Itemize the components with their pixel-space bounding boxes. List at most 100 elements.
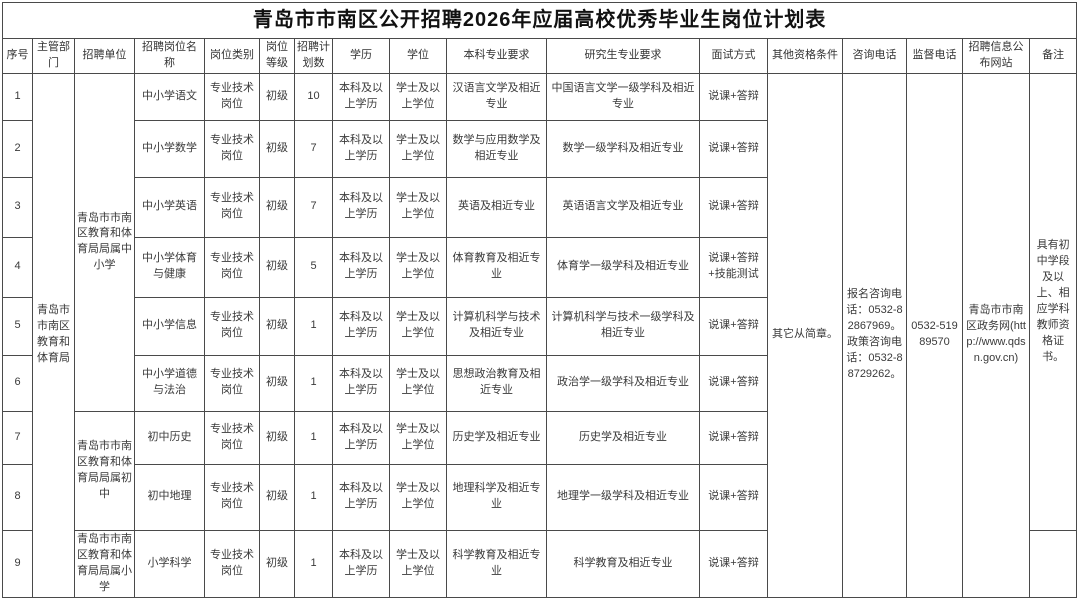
cell-bachelor-major: 科学教育及相近专业 [446,529,547,598]
cell-remarks: 具有初中学段及以上、相应学科教师资格证书。 [1028,72,1078,531]
cell-post-name: 中小学数学 [134,119,205,178]
cell-post-name: 中小学体育与健康 [134,236,205,298]
cell-education: 本科及以上学历 [332,72,390,121]
cell-post-category: 专业技术岗位 [204,529,260,598]
cell-index: 2 [2,119,33,178]
cell-post-level: 初级 [259,354,295,412]
cell-degree: 学士及以上学位 [389,463,447,531]
cell-interview: 说课+答辩 [699,410,768,465]
cell-education: 本科及以上学历 [332,410,390,465]
cell-other-qualifications: 其它从简章。 [767,72,843,598]
cell-graduate-major: 政治学一级学科及相近专业 [546,354,700,412]
cell-consult-phone: 报名咨询电话：0532-82867969。政策咨询电话：0532-8872926… [842,72,907,598]
cell-degree: 学士及以上学位 [389,72,447,121]
cell-graduate-major: 历史学及相近专业 [546,410,700,465]
col-header-post-category: 岗位类别 [204,38,260,74]
cell-post-name: 小学科学 [134,529,205,598]
recruitment-plan-table: 青岛市市南区公开招聘2026年应届高校优秀毕业生岗位计划表 序号 主管部门 招聘… [1,2,1078,598]
cell-degree: 学士及以上学位 [389,410,447,465]
cell-post-name: 初中地理 [134,463,205,531]
cell-education: 本科及以上学历 [332,236,390,298]
col-header-consult-phone: 咨询电话 [842,38,907,74]
cell-post-category: 专业技术岗位 [204,176,260,238]
cell-bachelor-major: 历史学及相近专业 [446,410,547,465]
cell-interview: 说课+答辩 [699,176,768,238]
page-title: 青岛市市南区公开招聘2026年应届高校优秀毕业生岗位计划表 [1,2,1078,39]
col-header-other-qualifications: 其他资格条件 [767,38,843,74]
table-row: 9 青岛市市南区教育和体育局局属小学 小学科学 专业技术岗位 初级 1 本科及以… [2,529,1078,598]
cell-post-category: 专业技术岗位 [204,463,260,531]
cell-interview: 说课+答辩 [699,463,768,531]
cell-post-category: 专业技术岗位 [204,354,260,412]
cell-index: 4 [2,236,33,298]
cell-index: 1 [2,72,33,121]
cell-graduate-major: 数学一级学科及相近专业 [546,119,700,178]
cell-education: 本科及以上学历 [332,463,390,531]
cell-interview: 说课+答辩 [699,354,768,412]
cell-interview: 说课+答辩 [699,296,768,356]
cell-index: 5 [2,296,33,356]
col-header-post-name: 招聘岗位名称 [134,38,205,74]
table-row: 3 中小学英语 专业技术岗位 初级 7 本科及以上学历 学士及以上学位 英语及相… [2,176,1077,238]
cell-employer-junior: 青岛市市南区教育和体育局局属初中 [74,410,135,531]
cell-plan-count: 1 [294,529,333,598]
cell-interview: 说课+答辩+技能测试 [699,236,768,298]
cell-plan-count: 1 [294,410,333,465]
cell-plan-count: 10 [294,72,333,121]
cell-post-name: 中小学英语 [134,176,205,238]
cell-post-name: 中小学信息 [134,296,205,356]
col-header-department: 主管部门 [32,38,75,74]
cell-department: 青岛市市南区教育和体育局 [32,72,75,598]
col-header-education: 学历 [332,38,390,74]
col-header-website: 招聘信息公布网站 [962,38,1030,74]
cell-post-level: 初级 [259,236,295,298]
table-row: 7 青岛市市南区教育和体育局局属初中 初中历史 专业技术岗位 初级 1 本科及以… [2,410,1077,531]
cell-remarks-empty [1028,529,1078,598]
cell-education: 本科及以上学历 [332,529,390,598]
cell-bachelor-major: 汉语言文学及相近专业 [446,72,547,121]
cell-plan-count: 1 [294,463,333,531]
table-row: 5 中小学信息 专业技术岗位 初级 1 本科及以上学历 学士及以上学位 计算机科… [2,296,1077,356]
cell-bachelor-major: 英语及相近专业 [446,176,547,238]
cell-education: 本科及以上学历 [332,119,390,178]
cell-interview: 说课+答辩 [699,72,768,121]
cell-bachelor-major: 计算机科学与技术及相近专业 [446,296,547,356]
cell-index: 9 [2,529,33,598]
cell-degree: 学士及以上学位 [389,296,447,356]
cell-post-category: 专业技术岗位 [204,296,260,356]
cell-post-level: 初级 [259,176,295,238]
cell-degree: 学士及以上学位 [389,529,447,598]
cell-interview: 说课+答辩 [699,119,768,178]
cell-supervise-phone: 0532-51989570 [906,72,963,598]
cell-post-name: 初中历史 [134,410,205,465]
cell-website: 青岛市市南区政务网(http://www.qdsn.gov.cn) [962,72,1030,598]
cell-graduate-major: 地理学一级学科及相近专业 [546,463,700,531]
cell-interview: 说课+答辩 [699,529,768,598]
cell-education: 本科及以上学历 [332,176,390,238]
col-header-interview: 面试方式 [699,38,768,74]
cell-employer-primary-secondary: 青岛市市南区教育和体育局局属中小学 [74,72,135,412]
col-header-index: 序号 [2,38,33,74]
cell-post-category: 专业技术岗位 [204,72,260,121]
col-header-supervise-phone: 监督电话 [906,38,963,74]
table-row: 6 中小学道德与法治 专业技术岗位 初级 1 本科及以上学历 学士及以上学位 思… [2,354,1077,412]
cell-post-category: 专业技术岗位 [204,410,260,465]
cell-post-name: 中小学道德与法治 [134,354,205,412]
cell-post-level: 初级 [259,463,295,531]
col-header-degree: 学位 [389,38,447,74]
header-row: 序号 主管部门 招聘单位 招聘岗位名称 岗位类别 岗位等级 招聘计划数 学历 学… [2,38,1078,74]
cell-graduate-major: 中国语言文学一级学科及相近专业 [546,72,700,121]
cell-index: 3 [2,176,33,238]
table-row: 4 中小学体育与健康 专业技术岗位 初级 5 本科及以上学历 学士及以上学位 体… [2,236,1077,298]
col-header-employer: 招聘单位 [74,38,135,74]
cell-post-level: 初级 [259,410,295,465]
title-row: 青岛市市南区公开招聘2026年应届高校优秀毕业生岗位计划表 [1,2,1078,39]
table-row: 8 初中地理 专业技术岗位 初级 1 本科及以上学历 学士及以上学位 地理科学及… [2,463,1077,531]
cell-degree: 学士及以上学位 [389,176,447,238]
cell-degree: 学士及以上学位 [389,354,447,412]
table-row: 2 中小学数学 专业技术岗位 初级 7 本科及以上学历 学士及以上学位 数学与应… [2,119,1077,178]
cell-bachelor-major: 思想政治教育及相近专业 [446,354,547,412]
cell-plan-count: 7 [294,176,333,238]
cell-bachelor-major: 体育教育及相近专业 [446,236,547,298]
col-header-remarks: 备注 [1028,38,1078,74]
